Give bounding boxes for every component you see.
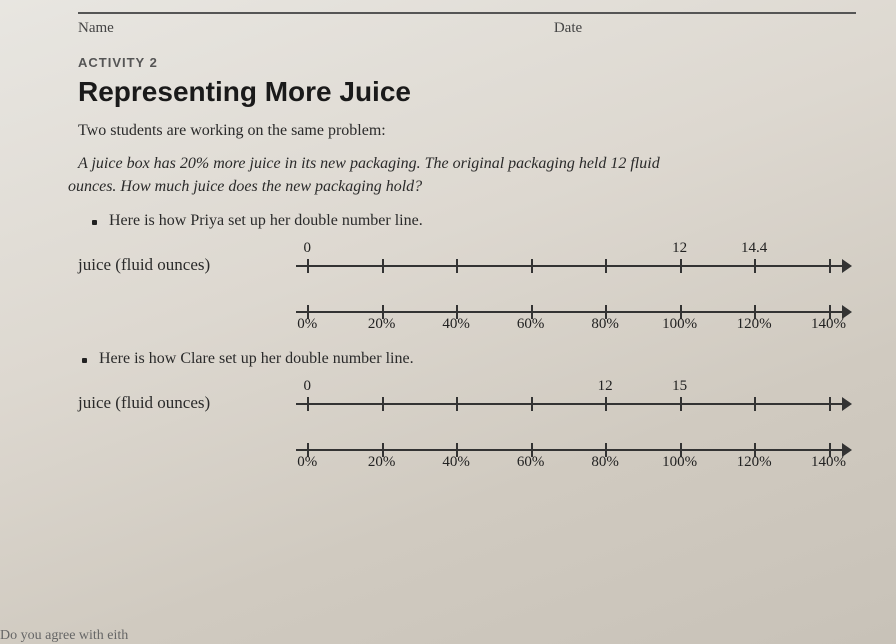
- clare-bullet-row: Here is how Clare set up her double numb…: [82, 350, 856, 368]
- priya-top-line: 01214.4: [296, 248, 856, 282]
- name-label: Name: [78, 20, 114, 37]
- header-row: Name Date: [78, 20, 856, 37]
- percent-label: 120%: [737, 316, 772, 333]
- percent-label: 100%: [662, 454, 697, 471]
- priya-double-number-line: juice (fluid ounces) 01214.4 0%20%40%60%…: [78, 248, 856, 328]
- value-label: 15: [672, 378, 687, 395]
- tick: [382, 397, 384, 411]
- tick: [456, 259, 458, 273]
- tick: [605, 397, 607, 411]
- bullet-icon: [82, 358, 87, 363]
- activity-label: ACTIVITY 2: [78, 55, 856, 70]
- cutoff-text: Do you agree with eith: [0, 628, 128, 644]
- problem-line-1: A juice box has 20% more juice in its ne…: [78, 152, 856, 175]
- value-label: 12: [672, 240, 687, 257]
- axis-line: [296, 449, 844, 451]
- intro-text: Two students are working on the same pro…: [78, 122, 856, 140]
- clare-double-number-line: juice (fluid ounces) 01215 0%20%40%60%80…: [78, 386, 856, 466]
- value-label: 0: [303, 240, 311, 257]
- tick: [754, 259, 756, 273]
- percent-label: 140%: [811, 316, 846, 333]
- clare-bullet-text: Here is how Clare set up her double numb…: [99, 350, 414, 368]
- tick: [456, 397, 458, 411]
- axis-line: [296, 403, 844, 405]
- value-label: 14.4: [741, 240, 767, 257]
- tick: [307, 259, 309, 273]
- axis-line: [296, 265, 844, 267]
- percent-label: 0%: [297, 316, 317, 333]
- worksheet-page: Name Date ACTIVITY 2 Representing More J…: [0, 0, 896, 466]
- percent-label: 100%: [662, 316, 697, 333]
- percent-label: 20%: [368, 454, 396, 471]
- tick: [829, 259, 831, 273]
- problem-statement: A juice box has 20% more juice in its ne…: [78, 152, 856, 198]
- percent-label: 140%: [811, 454, 846, 471]
- tick: [829, 397, 831, 411]
- tick: [531, 259, 533, 273]
- tick: [680, 259, 682, 273]
- percent-label: 60%: [517, 454, 545, 471]
- clare-axis-label: juice (fluid ounces): [78, 393, 296, 413]
- tick: [531, 397, 533, 411]
- tick: [605, 259, 607, 273]
- priya-bullet-row: Here is how Priya set up her double numb…: [92, 212, 856, 230]
- tick: [754, 397, 756, 411]
- arrow-icon: [842, 259, 852, 273]
- axis-line: [296, 311, 844, 313]
- bullet-icon: [92, 220, 97, 225]
- percent-label: 120%: [737, 454, 772, 471]
- percent-label: 40%: [442, 316, 470, 333]
- problem-line-2: ounces. How much juice does the new pack…: [68, 175, 856, 198]
- date-label: Date: [554, 20, 582, 37]
- value-label: 12: [598, 378, 613, 395]
- percent-label: 40%: [442, 454, 470, 471]
- tick: [307, 397, 309, 411]
- priya-axis-label: juice (fluid ounces): [78, 255, 296, 275]
- arrow-icon: [842, 397, 852, 411]
- clare-bottom-line: 0%20%40%60%80%100%120%140%: [296, 432, 856, 466]
- page-title: Representing More Juice: [78, 76, 856, 108]
- priya-bullet-text: Here is how Priya set up her double numb…: [109, 212, 423, 230]
- percent-label: 80%: [591, 454, 619, 471]
- tick: [382, 259, 384, 273]
- percent-label: 0%: [297, 454, 317, 471]
- percent-label: 20%: [368, 316, 396, 333]
- priya-bottom-line: 0%20%40%60%80%100%120%140%: [296, 294, 856, 328]
- top-rule: [78, 12, 856, 14]
- clare-top-line: 01215: [296, 386, 856, 420]
- percent-label: 60%: [517, 316, 545, 333]
- tick: [680, 397, 682, 411]
- value-label: 0: [303, 378, 311, 395]
- percent-label: 80%: [591, 316, 619, 333]
